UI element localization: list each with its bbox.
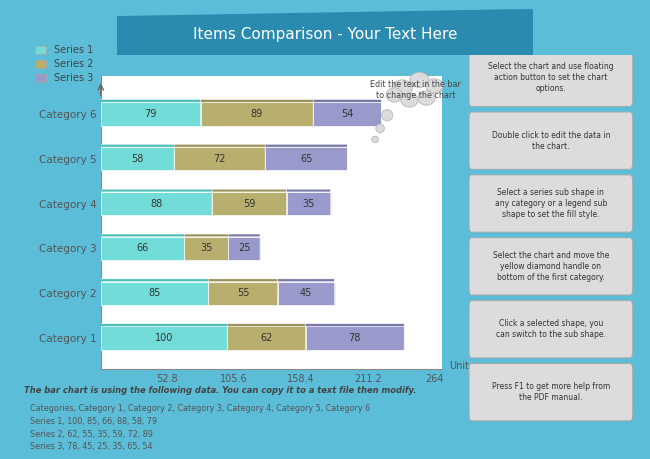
Polygon shape [227, 324, 306, 326]
Text: Press F1 to get more help from
the PDF manual.: Press F1 to get more help from the PDF m… [492, 382, 610, 402]
Text: Edit the text in the bar
to change the chart: Edit the text in the bar to change the c… [370, 79, 461, 101]
Bar [174, 147, 265, 170]
Text: 79: 79 [144, 109, 157, 119]
Text: 45: 45 [300, 288, 312, 298]
Circle shape [372, 136, 378, 143]
Ellipse shape [426, 79, 443, 93]
Ellipse shape [401, 93, 418, 107]
Text: 88: 88 [150, 199, 162, 208]
Text: 58: 58 [131, 154, 144, 164]
Polygon shape [201, 100, 313, 102]
Circle shape [382, 110, 393, 121]
Text: 89: 89 [251, 109, 263, 119]
Polygon shape [117, 9, 533, 55]
Text: Select the chart and move the
yellow diamond handle on
bottom of the first categ: Select the chart and move the yellow dia… [493, 251, 609, 282]
Text: Double click to edit the data in
the chart.: Double click to edit the data in the cha… [491, 131, 610, 151]
Text: Items Comparison - Your Text Here: Items Comparison - Your Text Here [193, 27, 457, 42]
Text: Select the chart and use floating
action button to set the chart
options.: Select the chart and use floating action… [488, 62, 614, 93]
Polygon shape [228, 234, 260, 237]
Bar [101, 237, 184, 260]
Polygon shape [313, 100, 382, 102]
Text: Select a series sub shape in
any category or a legend sub
shape to set the fill : Select a series sub shape in any categor… [495, 188, 607, 219]
Bar [201, 102, 313, 125]
Polygon shape [278, 279, 335, 281]
Polygon shape [306, 324, 404, 326]
Legend: Series 1, Series 2, Series 3: Series 1, Series 2, Series 3 [31, 42, 98, 87]
Text: 78: 78 [348, 333, 361, 343]
Bar [101, 192, 212, 215]
Bar [184, 237, 228, 260]
FancyBboxPatch shape [469, 49, 632, 106]
Text: Series 1, 100, 85, 66, 88, 58, 79: Series 1, 100, 85, 66, 88, 58, 79 [30, 417, 157, 426]
Bar [101, 326, 227, 350]
Polygon shape [101, 234, 185, 237]
Polygon shape [184, 234, 229, 237]
FancyBboxPatch shape [469, 112, 632, 169]
Text: The bar chart is using the following data. You can copy it to a text file then m: The bar chart is using the following dat… [24, 386, 416, 395]
Bar [101, 102, 201, 125]
Text: 25: 25 [238, 243, 250, 253]
Polygon shape [101, 144, 174, 147]
Bar [228, 237, 260, 260]
Text: 100: 100 [155, 333, 173, 343]
FancyBboxPatch shape [469, 175, 632, 232]
Ellipse shape [418, 91, 435, 105]
Text: Series 2, 62, 55, 35, 59, 72, 89: Series 2, 62, 55, 35, 59, 72, 89 [30, 430, 153, 439]
Text: Categories, Category 1, Category 2, Category 3, Category 4, Category 5, Category: Categories, Category 1, Category 2, Cate… [30, 404, 370, 413]
Text: 85: 85 [148, 288, 161, 298]
Text: 35: 35 [200, 243, 213, 253]
Polygon shape [101, 324, 228, 326]
Bar [287, 192, 331, 215]
Bar [265, 147, 347, 170]
Polygon shape [208, 279, 278, 281]
Ellipse shape [410, 72, 429, 87]
Text: 66: 66 [136, 243, 149, 253]
Bar [101, 147, 174, 170]
Text: 62: 62 [260, 333, 272, 343]
Bar [306, 326, 404, 350]
Polygon shape [174, 144, 265, 147]
FancyBboxPatch shape [469, 301, 632, 358]
Polygon shape [101, 279, 209, 281]
FancyBboxPatch shape [469, 238, 632, 295]
Polygon shape [212, 189, 287, 192]
Text: Unit: Unit [450, 361, 469, 371]
Text: 55: 55 [237, 288, 249, 298]
Ellipse shape [392, 80, 412, 96]
FancyBboxPatch shape [469, 364, 632, 421]
Text: 35: 35 [302, 199, 315, 208]
Bar [208, 281, 278, 305]
Polygon shape [287, 189, 331, 192]
Bar [212, 192, 287, 215]
Text: 54: 54 [341, 109, 354, 119]
Polygon shape [265, 144, 347, 147]
Bar [278, 281, 335, 305]
Text: Series 3, 78, 45, 25, 35, 65, 54: Series 3, 78, 45, 25, 35, 65, 54 [30, 442, 153, 452]
Circle shape [376, 124, 384, 133]
Polygon shape [101, 100, 201, 102]
Polygon shape [101, 189, 213, 192]
Text: 72: 72 [213, 154, 226, 164]
Bar [313, 102, 382, 125]
Text: 59: 59 [243, 199, 255, 208]
Text: Click a selected shape, you
can switch to the sub shape.: Click a selected shape, you can switch t… [496, 319, 606, 339]
Text: 65: 65 [300, 154, 312, 164]
Bar [101, 281, 208, 305]
Bar [227, 326, 306, 350]
Ellipse shape [386, 88, 402, 102]
